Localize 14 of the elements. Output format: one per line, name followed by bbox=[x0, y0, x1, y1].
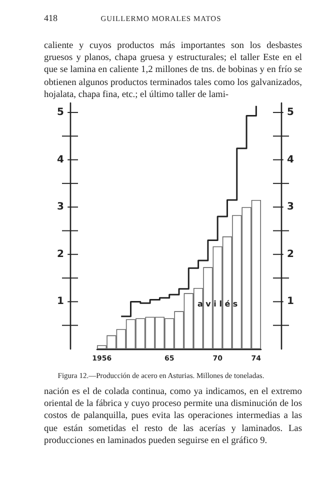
y2-tick-label: 2 bbox=[287, 248, 294, 260]
series-label: a v i l é s bbox=[197, 300, 238, 309]
text: 418 bbox=[44, 12, 58, 24]
y-tick-label: 4 bbox=[57, 154, 64, 166]
y-tick-label: 3 bbox=[57, 202, 64, 213]
y2-tick-label: 4 bbox=[287, 154, 294, 166]
y2-tick-label: 1 bbox=[287, 296, 294, 308]
y2-tick-label: 3 bbox=[287, 202, 294, 213]
y2-tick-label: 5 bbox=[287, 106, 294, 118]
y-tick-label: 2 bbox=[57, 248, 64, 260]
text: caliente y cuyos productos más importantes son los desbastes gruesos y planos, chapa gruesa y estructurales; el taller Este en el que se lamina en caliente 1,2 millones de tns. de bobinas y en frío se obtienen algunos productos terminados tales como los galvanizados, hojalata, chapa fina, etc.; el último taller de lami- bbox=[44, 40, 302, 102]
y-tick-label: 5 bbox=[57, 106, 64, 118]
text: nación es el de colada continua, como ya indicamos, en el extremo oriental de la fábrica y cuyo proceso permite una disminución de los costos de palanquilla, pues evita las operaciones intermedias a las que están sometidas el resto de las acerías y laminados. Las producciones en laminados pueden seguirse en el gráfico 9. bbox=[44, 386, 302, 448]
y-tick-label: 1 bbox=[57, 296, 64, 308]
